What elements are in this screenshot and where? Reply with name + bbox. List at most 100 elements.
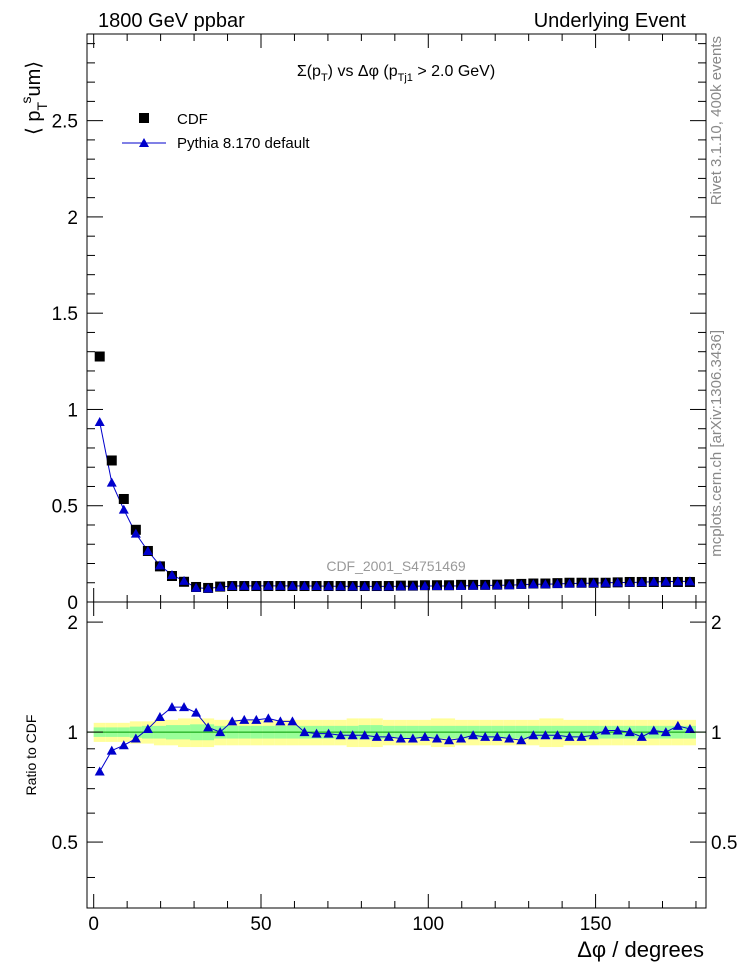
data-point-pythia	[239, 580, 250, 590]
legend-marker-cdf	[139, 113, 149, 123]
data-point-pythia	[251, 580, 262, 590]
data-point-pythia	[335, 581, 346, 591]
ratio-plot-area	[87, 702, 706, 776]
data-point-cdf	[94, 351, 105, 362]
legend-label-cdf: CDF	[177, 111, 208, 128]
ratio-point-pythia	[672, 720, 683, 730]
ratio-point-pythia	[154, 711, 165, 721]
data-point-pythia	[660, 576, 671, 586]
data-point-cdf	[118, 493, 129, 504]
y-tick-label: 1.5	[52, 304, 78, 325]
ratio-point-pythia	[444, 735, 455, 745]
y-tick-label: 0.5	[52, 497, 78, 518]
ratio-frame	[86, 601, 707, 909]
ratio-point-pythia	[191, 707, 202, 717]
data-point-pythia	[576, 578, 587, 588]
ratio-point-pythia	[468, 730, 479, 740]
data-point-pythia	[371, 581, 382, 591]
ratio-point-pythia	[239, 714, 250, 724]
ratio-point-pythia	[323, 728, 334, 738]
watermark: CDF_2001_S4751469	[326, 558, 466, 574]
data-point-pythia	[154, 560, 165, 570]
data-point-pythia	[588, 578, 599, 588]
ratio-y-tick-label-right: 1	[711, 723, 722, 744]
data-point-pythia	[118, 504, 129, 514]
ratio-point-pythia	[299, 727, 310, 737]
data-point-pythia	[395, 581, 406, 591]
data-point-pythia	[552, 578, 563, 588]
data-point-pythia	[215, 581, 226, 591]
legend: CDF Pythia 8.170 default	[122, 111, 310, 152]
ratio-point-pythia	[612, 725, 623, 735]
y-axis-label: ⟨ pTsum⟩	[18, 61, 50, 135]
data-point-pythia	[624, 577, 635, 587]
data-point-pythia	[275, 580, 286, 590]
data-point-pythia	[648, 576, 659, 586]
ratio-point-pythia	[130, 733, 141, 743]
ratio-point-pythia	[431, 733, 442, 743]
data-point-pythia	[263, 580, 274, 590]
ratio-point-pythia	[552, 730, 563, 740]
ratio-point-pythia	[275, 716, 286, 726]
ratio-point-pythia	[516, 735, 527, 745]
y-tick-label: 1	[67, 400, 78, 421]
data-point-pythia	[636, 577, 647, 587]
ratio-point-pythia	[504, 733, 515, 743]
data-point-pythia	[227, 581, 238, 591]
header-left: 1800 GeV ppbar	[98, 10, 245, 32]
ratio-point-pythia	[492, 731, 503, 741]
data-point-pythia	[347, 581, 358, 591]
ratio-point-pythia	[227, 716, 238, 726]
data-point-pythia	[540, 579, 551, 589]
ratio-point-pythia	[660, 727, 671, 737]
ratio-point-pythia	[335, 730, 346, 740]
data-point-pythia	[166, 570, 177, 580]
ratio-point-pythia	[636, 731, 647, 741]
data-point-pythia	[179, 575, 190, 585]
data-point-pythia	[383, 581, 394, 591]
main-panel: 0 0.5 1 1.5 2 2.5 Σ(pT) vs Δφ (pTj1 > 2.0 GeV…	[18, 33, 707, 614]
x-tick-label: 50	[250, 914, 271, 935]
data-point-pythia	[419, 581, 430, 591]
rivet-label: Rivet 3.1.10, 400k events	[708, 36, 725, 205]
ratio-y-tick-label: 0.5	[52, 833, 78, 854]
data-point-pythia	[528, 579, 539, 589]
ratio-panel: 0.5 0.5 1 1 2 2 0 50 100 150 Ratio to CDF Δφ / de…	[23, 601, 737, 962]
ratio-y-tick-label: 1	[67, 723, 78, 744]
ratio-point-pythia	[684, 723, 695, 733]
ratio-ticks: 0.5 0.5 1 1 2 2 0 50 100 150	[52, 602, 737, 935]
ratio-point-pythia	[203, 722, 214, 732]
x-tick-label: 0	[88, 914, 99, 935]
data-point-pythia	[130, 528, 141, 538]
ratio-point-pythia	[287, 716, 298, 726]
ratio-point-pythia	[576, 731, 587, 741]
ratio-point-pythia	[106, 745, 117, 755]
ratio-point-pythia	[624, 727, 635, 737]
ratio-point-pythia	[395, 733, 406, 743]
data-point-pythia	[504, 580, 515, 590]
data-point-pythia	[612, 577, 623, 587]
x-tick-label: 150	[580, 914, 612, 935]
data-point-pythia	[672, 576, 683, 586]
data-point-pythia	[431, 581, 442, 591]
ratio-point-pythia	[166, 702, 177, 712]
ratio-point-pythia	[359, 730, 370, 740]
header-right: Underlying Event	[534, 10, 687, 32]
ratio-point-pythia	[347, 730, 358, 740]
data-point-cdf	[106, 455, 117, 466]
y-tick-label: 0	[67, 593, 78, 614]
mcplots-label: mcplots.cern.ch [arXiv:1306.3436]	[708, 330, 725, 557]
ratio-point-pythia	[480, 731, 491, 741]
ratio-y-axis-label: Ratio to CDF	[23, 715, 39, 796]
ratio-point-pythia	[648, 725, 659, 735]
ratio-point-pythia	[528, 730, 539, 740]
ratio-point-pythia	[371, 731, 382, 741]
ratio-y-tick-label-right: 0.5	[711, 833, 737, 854]
data-point-pythia	[142, 545, 153, 555]
x-tick-label: 100	[412, 914, 444, 935]
ratio-point-pythia	[540, 730, 551, 740]
ratio-point-pythia	[600, 725, 611, 735]
data-point-pythia	[311, 581, 322, 591]
data-point-pythia	[94, 416, 105, 426]
